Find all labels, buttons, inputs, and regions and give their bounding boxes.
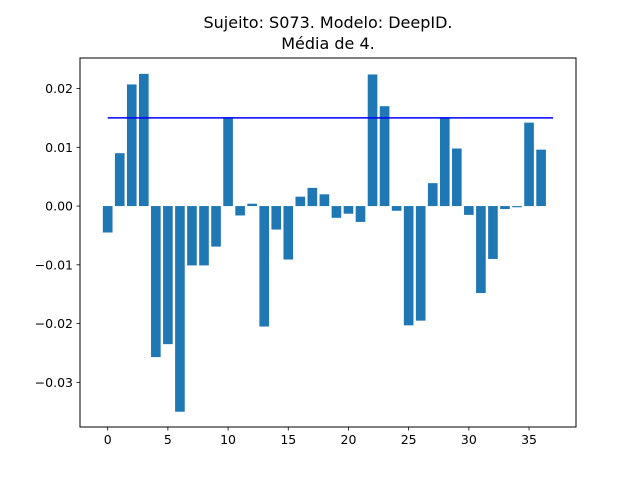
bar-1 <box>114 153 125 207</box>
y-tick-label-0: −0.03 <box>35 375 73 390</box>
bar-26 <box>415 206 426 321</box>
bar-8 <box>199 206 209 266</box>
bar-18 <box>319 194 330 207</box>
bar-10 <box>223 117 233 207</box>
bar-24 <box>391 206 402 211</box>
bar-32 <box>488 206 498 259</box>
bar-13 <box>259 206 270 327</box>
bar-36 <box>536 149 546 207</box>
bar-0 <box>102 206 113 233</box>
bar-7 <box>187 206 197 266</box>
bars-group <box>102 73 546 412</box>
x-tick-label-30: 30 <box>461 432 477 447</box>
bar-17 <box>307 187 318 207</box>
bar-9 <box>211 206 221 247</box>
x-tick-label-35: 35 <box>521 432 537 447</box>
bar-35 <box>524 122 534 207</box>
bar-33 <box>500 206 510 210</box>
axes-frame <box>79 57 577 428</box>
y-tick-label-1: −0.02 <box>35 316 73 331</box>
bar-34 <box>512 206 522 208</box>
bar-16 <box>295 196 306 207</box>
bar-4 <box>151 206 161 358</box>
bar-25 <box>403 206 414 326</box>
y-axis: −0.03 −0.02 −0.01 0.00 0.01 0.02 <box>35 81 80 390</box>
bar-20 <box>343 206 354 214</box>
bar-22 <box>367 74 378 207</box>
chart-title-line-2: Média de 4. <box>281 34 375 53</box>
bar-12 <box>247 203 257 207</box>
bar-19 <box>331 206 342 218</box>
bar-21 <box>355 206 366 222</box>
bar-5 <box>163 206 173 345</box>
bar-27 <box>427 183 438 207</box>
bar-28 <box>439 117 450 207</box>
y-tick-label-5: 0.02 <box>45 81 73 96</box>
bar-3 <box>138 73 149 207</box>
x-tick-label-0: 0 <box>104 432 112 447</box>
y-tick-label-4: 0.01 <box>45 140 73 155</box>
x-axis: 0 5 10 15 20 25 30 35 <box>104 427 537 447</box>
x-tick-label-10: 10 <box>220 432 236 447</box>
x-tick-label-15: 15 <box>280 432 296 447</box>
x-tick-label-5: 5 <box>164 432 172 447</box>
bar-30 <box>464 206 474 215</box>
x-tick-label-25: 25 <box>401 432 417 447</box>
y-tick-label-3: 0.00 <box>45 199 73 214</box>
bar-15 <box>283 206 294 260</box>
bar-31 <box>476 206 486 294</box>
y-tick-label-2: −0.01 <box>35 257 73 272</box>
bar-6 <box>175 206 185 412</box>
bar-11 <box>235 206 245 216</box>
bar-29 <box>452 148 462 207</box>
chart-title-line-1: Sujeito: S073. Modelo: DeepID. <box>203 13 452 32</box>
bar-14 <box>271 206 282 230</box>
bar-2 <box>126 84 137 207</box>
x-tick-label-20: 20 <box>341 432 357 447</box>
bar-23 <box>379 106 390 207</box>
